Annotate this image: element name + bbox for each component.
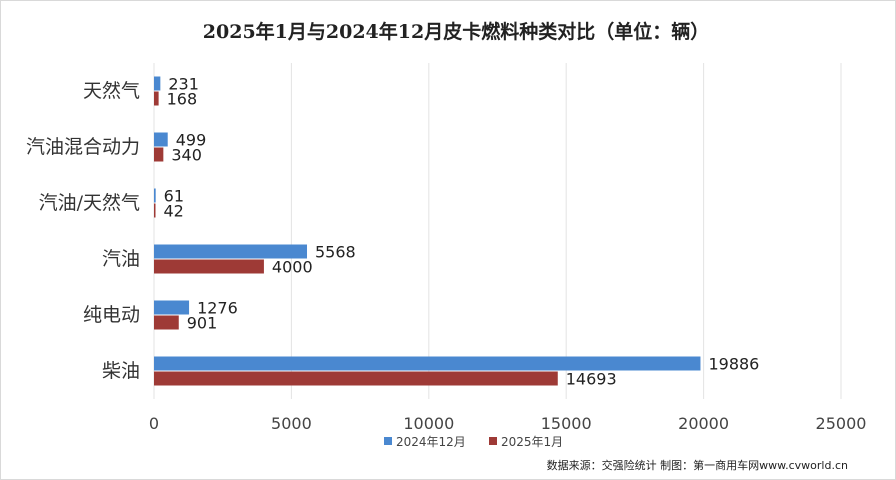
legend-swatch-2024-12 (384, 437, 392, 445)
bar-2025-01 (154, 259, 264, 274)
data-label: 168 (167, 90, 198, 109)
category-label: 汽油/天然气 (39, 192, 140, 214)
bar-2024-12 (154, 132, 168, 147)
data-label: 19886 (708, 355, 759, 374)
category-label: 天然气 (83, 80, 140, 102)
data-label: 4000 (272, 258, 313, 277)
x-tick-label: 0 (149, 414, 159, 433)
category-label: 柴油 (102, 360, 140, 382)
bar-2024-12 (154, 244, 308, 259)
legend: 2024年12月 2025年1月 (384, 435, 563, 449)
data-label: 499 (176, 131, 207, 150)
bar-2025-01 (154, 91, 159, 106)
bar-2025-01 (154, 203, 156, 218)
bar-2024-12 (154, 300, 190, 315)
x-tick-label: 15000 (541, 414, 592, 433)
x-tick-label: 10000 (403, 414, 454, 433)
data-label: 5568 (315, 243, 356, 262)
data-label: 42 (164, 202, 184, 221)
category-label: 纯电动 (83, 304, 140, 326)
bar-2025-01 (154, 315, 179, 330)
bar-2025-01 (154, 147, 164, 162)
x-tick-label: 25000 (816, 414, 867, 433)
legend-label-2025-01: 2025年1月 (501, 435, 563, 449)
legend-swatch-2025-01 (489, 437, 497, 445)
bar-2025-01 (154, 371, 558, 386)
category-label: 汽油 (102, 248, 140, 270)
legend-label-2024-12: 2024年12月 (396, 435, 466, 449)
bar-2024-12 (154, 356, 701, 371)
data-label: 14693 (566, 370, 617, 389)
data-label: 340 (171, 146, 202, 165)
x-tick-label: 20000 (678, 414, 729, 433)
x-tick-label: 5000 (271, 414, 312, 433)
x-axis-ticks: 0 5000 10000 15000 20000 25000 (149, 414, 867, 433)
data-label: 1276 (197, 299, 238, 318)
bar-2024-12 (154, 188, 156, 203)
source-note: 数据来源：交强险统计 制图：第一商用车网www.cvworld.cn (547, 458, 848, 472)
data-label: 901 (187, 314, 218, 333)
data-label: 61 (164, 187, 184, 206)
data-label: 231 (168, 75, 199, 94)
gridlines (153, 63, 842, 399)
bars (154, 76, 701, 386)
chart-title: 2025年1月与2024年12月皮卡燃料种类对比（单位：辆） (203, 20, 709, 43)
category-label: 汽油混合动力 (26, 136, 140, 158)
bar-2024-12 (154, 76, 161, 91)
